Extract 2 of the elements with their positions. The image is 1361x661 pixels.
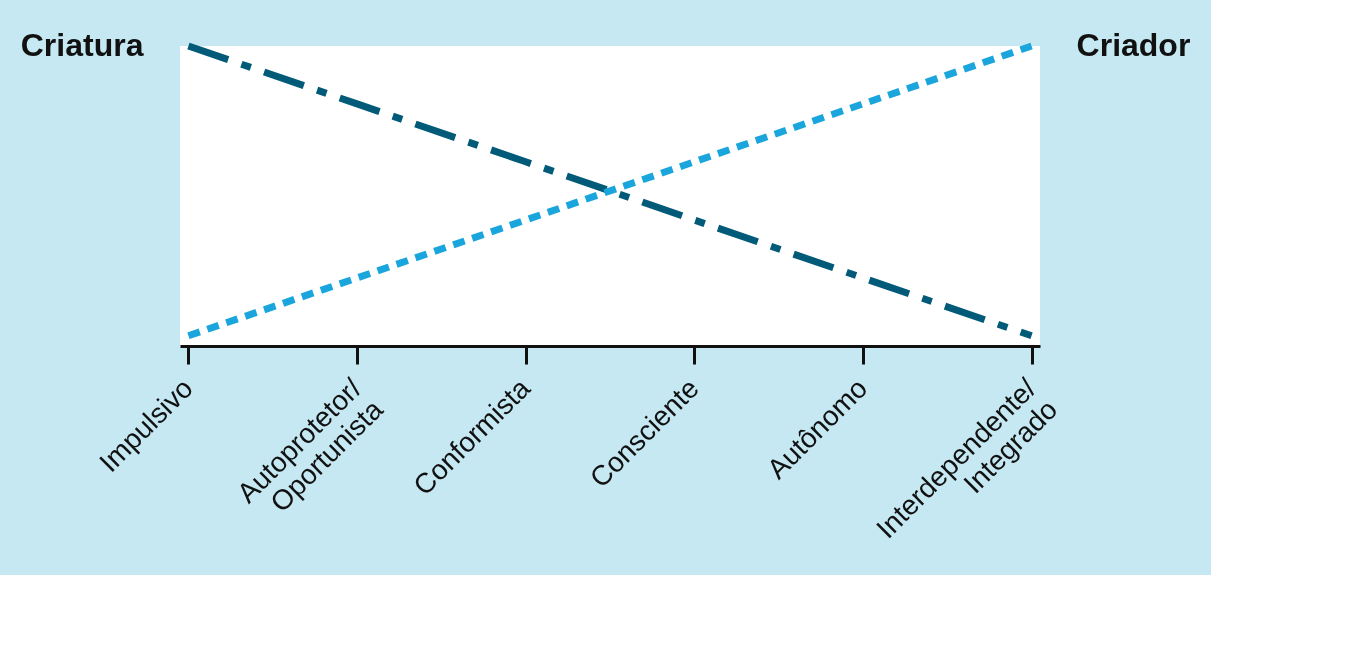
series-label: Criador — [1076, 27, 1191, 63]
series-label: Criatura — [20, 27, 144, 63]
